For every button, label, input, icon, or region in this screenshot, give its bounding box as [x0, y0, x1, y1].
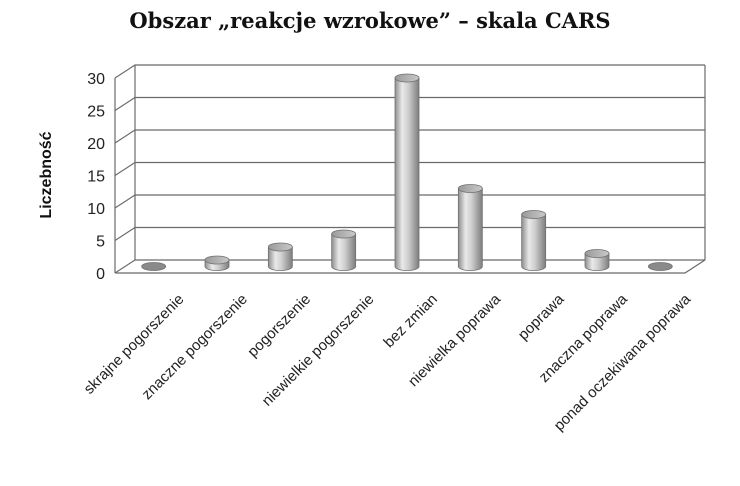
bar-layer	[141, 73, 673, 271]
bar	[584, 249, 610, 271]
bar-body	[457, 188, 483, 271]
bar-top	[521, 210, 547, 219]
y-tick-label: 15	[87, 169, 105, 186]
bar	[521, 210, 547, 271]
bar	[394, 73, 420, 271]
chart-title: Obszar „reakcje wzrokowe” – skala CARS	[129, 8, 611, 33]
bar-top	[394, 73, 420, 83]
bar	[331, 229, 357, 271]
x-tick-label: bez zmian	[380, 291, 440, 351]
bar-body	[394, 77, 420, 271]
bar-top	[267, 242, 293, 252]
y-tick-label: 5	[96, 234, 105, 251]
y-tick-label: 25	[87, 104, 105, 121]
bar-top	[204, 255, 230, 265]
bar-body	[521, 214, 547, 271]
bar-body	[331, 233, 357, 271]
bar-top	[457, 184, 483, 193]
y-tick-label: 0	[96, 266, 105, 283]
x-tick-label: znaczne pogorszenie	[139, 291, 251, 403]
floor-edge	[115, 259, 706, 274]
x-tick-label: ponad oczekiwana poprawa	[551, 290, 695, 434]
bar	[204, 255, 230, 271]
y-tick-label: 20	[87, 136, 105, 153]
x-tick-label: poprawa	[515, 290, 568, 343]
bar-top	[647, 262, 673, 271]
grid-layer	[114, 64, 706, 274]
bar-body	[584, 253, 610, 271]
bar-top	[141, 262, 167, 271]
bar-body	[267, 246, 293, 271]
bar	[141, 262, 167, 271]
x-tick-label: pogorszenie	[244, 291, 314, 361]
bar	[647, 262, 673, 271]
bar	[457, 184, 483, 271]
bar-top	[331, 229, 357, 239]
y-axis-title: Liczebność	[38, 131, 55, 218]
y-tick-label: 10	[87, 201, 105, 218]
bar	[267, 242, 293, 271]
x-tick-label: niewielkie pogorszenie	[259, 291, 378, 410]
y-tick-label: 30	[87, 71, 105, 88]
bar-top	[584, 249, 610, 258]
